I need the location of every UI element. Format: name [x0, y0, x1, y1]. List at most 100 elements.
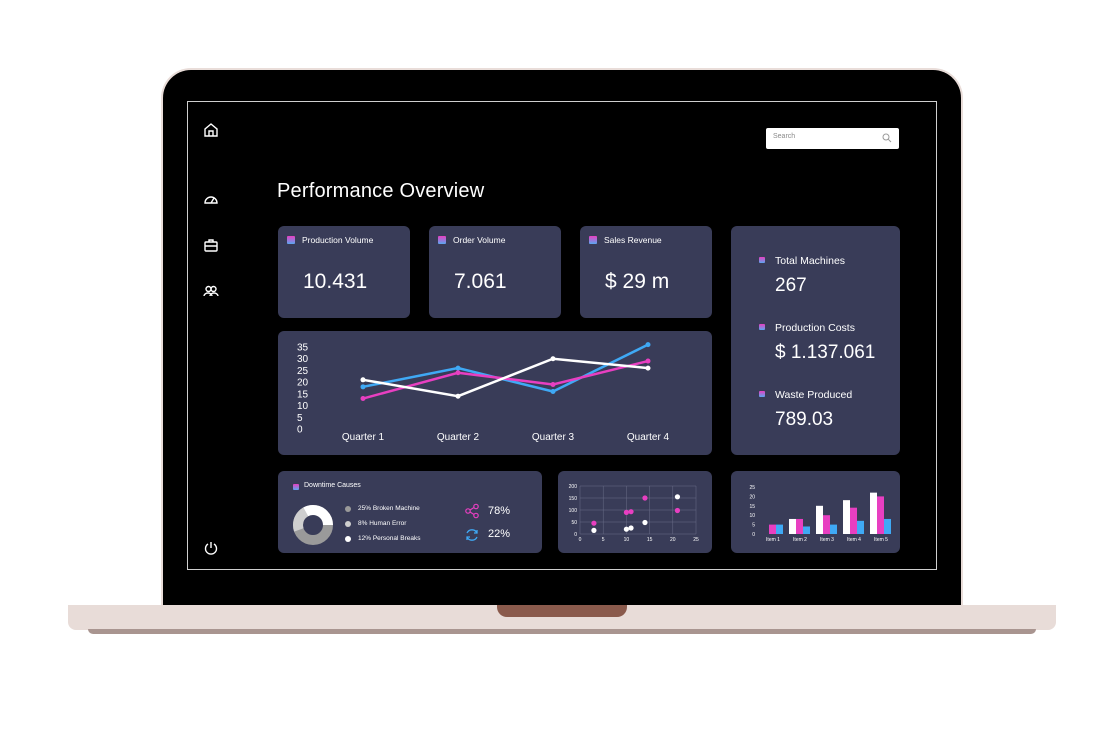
stat-value: 789.03: [775, 409, 834, 430]
x-tick-label: 15: [647, 537, 653, 543]
data-point: [550, 356, 556, 362]
data-point: [360, 396, 366, 402]
kpi-label: Sales Revenue: [604, 235, 662, 245]
data-point: [645, 358, 651, 364]
series-line: [362, 343, 649, 393]
y-tick-label: 15: [749, 504, 755, 510]
bar: [823, 515, 830, 534]
y-tick-label: 0: [752, 532, 755, 538]
data-point: [645, 342, 651, 348]
legend-square: [589, 236, 597, 244]
legend-square: [438, 236, 446, 244]
bar: [877, 496, 884, 534]
y-tick-label: 10: [749, 513, 755, 519]
downtime-card: Downtime Causes 78% 22% 25% Broken Machi…: [278, 471, 542, 553]
bar: [870, 492, 877, 534]
kpi-value: 10.431: [303, 270, 368, 293]
y-tick-label: 35: [297, 343, 309, 354]
data-point: [645, 365, 651, 371]
search-icon[interactable]: [882, 133, 892, 143]
bar: [796, 518, 803, 534]
kpi-value: 7.061: [454, 270, 507, 293]
bar-chart: 25 20 15 10 5 0 Item 1 Item 2 Item 3 Item 4 Item 5: [749, 485, 891, 543]
scatter-point: [623, 526, 629, 532]
x-tick-label: Item 2: [793, 537, 807, 543]
scatter-point: [623, 509, 629, 515]
x-tick-label: 5: [602, 537, 605, 543]
kpi-card-order-volume: Order Volume 7.061: [429, 226, 561, 318]
y-tick-label: 20: [297, 378, 309, 389]
kpi-card-sales-revenue: Sales Revenue $ 29 m: [580, 226, 712, 318]
x-tick-label: Item 4: [847, 537, 861, 543]
downtime-legend-dot: [345, 506, 351, 512]
bar: [850, 507, 857, 534]
dashboard-icon[interactable]: [203, 192, 219, 206]
bar: [830, 524, 837, 534]
x-tick-label: Quarter 2: [437, 432, 480, 443]
bar: [789, 518, 796, 534]
data-point: [550, 389, 556, 395]
refresh-stat-value: 22%: [488, 528, 511, 540]
y-tick-label: 30: [297, 354, 309, 365]
scatter-point: [674, 494, 681, 500]
data-point: [360, 384, 366, 390]
downtime-donut: [293, 505, 333, 545]
search-input[interactable]: Search: [766, 128, 899, 149]
refresh-icon: [466, 529, 478, 541]
y-tick-label: 150: [569, 496, 578, 502]
y-tick-label: 10: [297, 401, 309, 412]
scatter-point: [628, 509, 634, 515]
scatter-chart-card: 200 150 100 50 0 0 5 10 15 20 25: [558, 471, 712, 553]
share-stat-value: 78%: [488, 505, 511, 517]
bar-chart-card: 25 20 15 10 5 0 Item 1 Item 2 Item 3 Item 4 Item 5: [731, 471, 900, 553]
legend-square: [293, 484, 299, 490]
stat-label: Production Costs: [775, 322, 855, 334]
dashboard-screen: Search Performance Overview Production V…: [187, 101, 937, 570]
x-tick-label: Item 5: [874, 537, 888, 543]
y-tick-label: 20: [749, 494, 755, 500]
power-icon[interactable]: [203, 540, 219, 556]
y-tick-label: 5: [297, 413, 303, 424]
kpi-label: Production Volume: [302, 235, 374, 245]
scatter-point: [674, 507, 681, 514]
downtime-title: Downtime Causes: [304, 482, 361, 489]
stat-value: $ 1.137.061: [775, 342, 876, 363]
line-chart-card: 35 30 25 20 15 10 5 0 Quarter 1 Quarter 2 Quarter …: [278, 331, 712, 455]
stat-value: 267: [775, 275, 807, 296]
kpi-card-production-volume: Production Volume 10.431: [278, 226, 410, 318]
bar: [884, 518, 891, 534]
x-tick-label: Item 3: [820, 537, 834, 543]
legend-square: [287, 236, 295, 244]
side-stats-card: Total Machines 267 Production Costs $ 1.…: [731, 226, 900, 455]
x-tick-label: 25: [693, 537, 699, 543]
stat-label: Waste Produced: [775, 389, 853, 401]
scatter-point: [628, 525, 634, 531]
series-line: [362, 357, 649, 398]
home-icon[interactable]: [203, 122, 219, 138]
y-tick-label: 15: [297, 389, 309, 400]
y-tick-label: 25: [749, 485, 755, 491]
stat-label: Total Machines: [775, 255, 846, 267]
kpi-value: $ 29 m: [605, 270, 670, 293]
data-point: [455, 370, 461, 376]
scatter-point: [591, 520, 597, 526]
x-tick-label: 20: [670, 537, 676, 543]
laptop-notch: [497, 605, 627, 617]
users-icon[interactable]: [203, 284, 219, 298]
page-title: Performance Overview: [277, 180, 485, 202]
scatter-point: [591, 527, 597, 533]
y-tick-label: 100: [569, 508, 578, 514]
y-tick-label: 200: [569, 484, 578, 490]
data-point: [360, 377, 366, 383]
briefcase-icon[interactable]: [203, 237, 219, 253]
legend-square: [759, 391, 765, 397]
data-point: [550, 381, 556, 387]
downtime-legend-dot: [345, 536, 351, 542]
data-point: [455, 365, 461, 371]
y-tick-label: 5: [752, 523, 755, 529]
search-placeholder: Search: [773, 133, 796, 140]
y-tick-label: 0: [574, 532, 577, 538]
x-tick-label: Quarter 1: [342, 432, 385, 443]
bar: [843, 500, 850, 534]
share-icon: [465, 503, 479, 519]
